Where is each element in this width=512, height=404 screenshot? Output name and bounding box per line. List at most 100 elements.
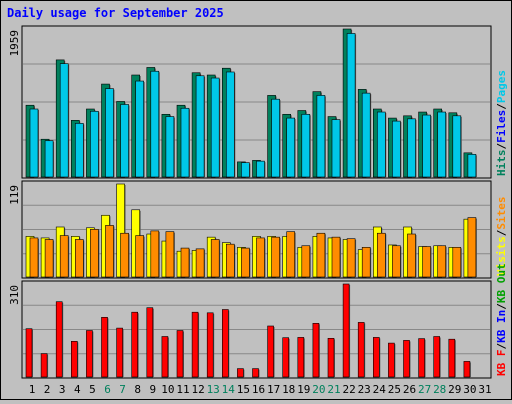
- x-tick-label-10: 10: [161, 383, 174, 396]
- bar-pages-day-28: [437, 111, 447, 178]
- legend-kb-f: KB F: [495, 350, 508, 377]
- bar-pages-day-17: [271, 98, 280, 178]
- bar-pages-day-26: [407, 118, 416, 178]
- bar-kb-f-day-6: [101, 316, 108, 378]
- x-tick-label-24: 24: [373, 383, 387, 396]
- x-tick-label-12: 12: [191, 383, 204, 396]
- bar-sites-day-28: [437, 245, 447, 278]
- bar-sites-day-7: [120, 232, 129, 278]
- bar-kb-f-day-13: [206, 312, 214, 378]
- bar-sites-day-12: [195, 248, 205, 278]
- bar-pages-day-2: [44, 140, 54, 178]
- x-tick-label-9: 9: [149, 383, 156, 396]
- bar-sites-day-29: [452, 247, 462, 278]
- x-tick-label-8: 8: [134, 383, 141, 396]
- bar-sites-day-4: [75, 239, 84, 278]
- bar-sites-day-6: [105, 225, 114, 278]
- bar-pages-day-11: [180, 107, 190, 178]
- bar-pages-day-25: [392, 120, 401, 178]
- x-tick-label-16: 16: [252, 383, 265, 396]
- bar-sites-day-25: [392, 245, 401, 278]
- legend-separator: /: [495, 343, 508, 350]
- bar-sites-day-26: [407, 233, 416, 278]
- bar-pages-day-30: [467, 154, 477, 178]
- bar-sites-day-2: [44, 239, 54, 278]
- bar-sites-day-30: [467, 217, 477, 278]
- x-tick-label-30: 30: [463, 383, 476, 396]
- bar-kb-f-day-30: [463, 361, 471, 378]
- bar-kb-f-day-23: [357, 322, 365, 378]
- bar-kb-f-day-26: [403, 340, 410, 378]
- bar-kb-f-day-10: [161, 336, 169, 378]
- bar-sites-day-24: [376, 232, 386, 278]
- x-tick-label-31: 31: [478, 383, 491, 396]
- bar-kb-f-day-21: [327, 337, 335, 378]
- x-tick-label-3: 3: [59, 383, 66, 396]
- bar-kb-f-day-2: [40, 353, 48, 378]
- bar-kb-f-day-7: [116, 327, 123, 378]
- x-tick-label-15: 15: [237, 383, 250, 396]
- bar-kb-f-day-27: [418, 338, 425, 378]
- bar-pages-day-15: [241, 162, 250, 178]
- bar-pages-day-14: [226, 71, 235, 178]
- bar-kb-f-day-4: [71, 340, 78, 378]
- x-tick-label-27: 27: [418, 383, 431, 396]
- bar-kb-f-day-19: [297, 337, 305, 378]
- bar-pages-day-16: [256, 160, 265, 178]
- bar-pages-day-27: [422, 114, 431, 178]
- bar-sites-day-22: [346, 238, 356, 278]
- x-tick-label-21: 21: [327, 383, 340, 396]
- bar-kb-f-day-3: [55, 301, 63, 378]
- bar-kb-f-day-25: [388, 342, 395, 378]
- bar-kb-f-day-5: [86, 330, 93, 378]
- legend-pages: Pages: [495, 70, 508, 103]
- x-tick-label-13: 13: [207, 383, 220, 396]
- legend-hits: Hits: [495, 150, 508, 177]
- x-tick-label-7: 7: [119, 383, 126, 396]
- bar-pages-day-7: [120, 104, 129, 178]
- x-tick-label-1: 1: [29, 383, 36, 396]
- bar-kb-f-day-9: [146, 307, 154, 378]
- legend-visits: Visits: [495, 236, 508, 276]
- bar-pages-day-23: [361, 92, 371, 178]
- bar-sites-day-17: [271, 236, 280, 278]
- bar-kb-f-day-14: [222, 309, 229, 378]
- x-tick-label-6: 6: [104, 383, 111, 396]
- x-tick-label-4: 4: [74, 383, 81, 396]
- bar-sites-day-20: [316, 232, 326, 278]
- bar-sites-day-5: [90, 229, 99, 278]
- bar-sites-day-9: [150, 230, 160, 278]
- bar-sites-day-23: [361, 247, 371, 278]
- bar-pages-day-13: [210, 77, 220, 178]
- bar-pages-day-24: [376, 111, 386, 178]
- bar-sites-day-8: [135, 235, 144, 278]
- bar-sites-day-1: [29, 237, 39, 278]
- bar-pages-day-6: [105, 88, 114, 178]
- bar-kb-f-day-8: [131, 311, 138, 378]
- bar-pages-day-29: [452, 115, 462, 178]
- bar-kb-f-day-18: [282, 337, 290, 378]
- x-tick-label-18: 18: [282, 383, 295, 396]
- bar-pages-day-4: [75, 123, 84, 178]
- bar-kb-f-day-15: [237, 368, 244, 378]
- bar-pages-day-8: [135, 80, 144, 178]
- bar-pages-day-12: [195, 75, 205, 178]
- bar-sites-day-18: [286, 231, 296, 278]
- bar-pages-day-5: [90, 110, 99, 178]
- bar-kb-f-day-17: [267, 325, 274, 378]
- bar-kb-f-day-16: [252, 368, 259, 378]
- bar-pages-day-19: [301, 113, 311, 178]
- bar-pages-day-1: [29, 108, 39, 178]
- legend-sites: Sites: [495, 197, 508, 230]
- x-tick-label-20: 20: [312, 383, 325, 396]
- chart-title: Daily usage for September 2025: [7, 6, 224, 20]
- x-tick-label-5: 5: [89, 383, 96, 396]
- bar-kb-f-day-22: [342, 283, 350, 378]
- legend-kb-out: KB Out: [495, 263, 508, 303]
- bar-kb-f-day-29: [448, 338, 456, 378]
- x-tick-label-25: 25: [388, 383, 401, 396]
- bar-sites-day-13: [210, 239, 220, 278]
- legend-separator: /: [495, 103, 508, 110]
